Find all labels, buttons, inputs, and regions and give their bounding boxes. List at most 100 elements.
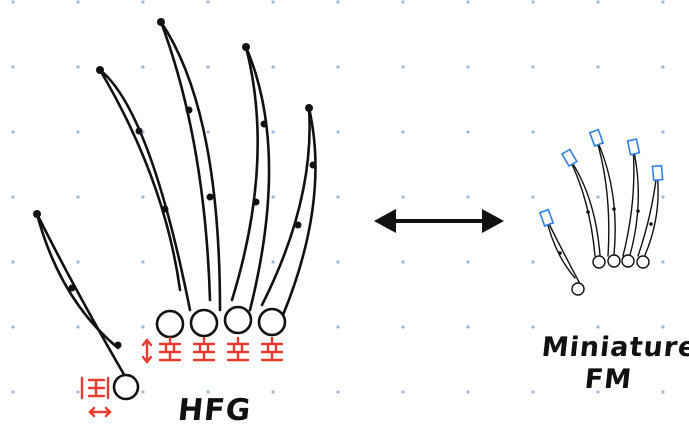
grid-dot (466, 65, 470, 69)
grid-dot (141, 0, 145, 4)
blue-markers (538, 128, 664, 227)
grid-dot (76, 260, 80, 264)
grid-dot (596, 195, 600, 199)
marker-finger-3 (626, 138, 641, 156)
actuator-1-icon (158, 336, 182, 362)
miniature-fm-figure (538, 128, 664, 296)
grid-dot (76, 130, 80, 134)
grid-dot (596, 0, 600, 4)
grid-dot (401, 325, 405, 329)
grid-dot (336, 325, 340, 329)
grid-dot (661, 65, 665, 69)
grid-dot (531, 195, 535, 199)
grid-dot (271, 0, 275, 4)
grid-dot (401, 260, 405, 264)
finger-2 (157, 18, 222, 338)
grid-dot (466, 130, 470, 134)
double-arrow-icon (374, 209, 504, 233)
grid-dot (11, 130, 15, 134)
grid-dot (466, 195, 470, 199)
grid-dot (466, 260, 470, 264)
miniature-fm-label: Miniature FM (537, 332, 689, 397)
mini-finger-2 (595, 137, 621, 268)
grid-dot (401, 130, 405, 134)
grid-dot (271, 130, 275, 134)
grid-dot (661, 130, 665, 134)
miniature-fm-label-line2: FM (583, 364, 634, 396)
grid-dot (11, 260, 15, 264)
grid-dot (531, 65, 535, 69)
grid-dot (531, 260, 535, 264)
horizontal-motion-arrow-icon (88, 406, 112, 418)
marker-finger-4 (651, 164, 664, 182)
grid-dot (206, 65, 210, 69)
grid-dot (401, 195, 405, 199)
finger-4 (257, 104, 317, 337)
grid-dot (206, 130, 210, 134)
mini-finger-4 (636, 171, 659, 269)
thumb-finger (33, 210, 140, 401)
grid-dot (141, 260, 145, 264)
grid-dot (271, 195, 275, 199)
miniature-fm-label-line1: Miniature (540, 332, 689, 363)
grid-dot (11, 390, 15, 394)
actuator-4-icon (260, 336, 284, 362)
grid-dot (76, 0, 80, 4)
grid-dot (76, 390, 80, 394)
grid-dot (661, 390, 665, 394)
marker-finger-1 (560, 148, 578, 168)
grid-dot (531, 325, 535, 329)
mini-finger-1 (568, 157, 606, 269)
grid-dot (336, 65, 340, 69)
grid-dot (401, 390, 405, 394)
hfg-gripper-figure (33, 18, 317, 401)
grid-dot (76, 65, 80, 69)
grid-dot (141, 65, 145, 69)
grid-dot (531, 0, 535, 4)
grid-dot (336, 390, 340, 394)
marker-thumb (538, 208, 555, 227)
grid-dot (596, 65, 600, 69)
grid-dot (661, 0, 665, 4)
grid-dot (271, 65, 275, 69)
grid-dot (336, 0, 340, 4)
grid-dot (336, 195, 340, 199)
grid-dot (141, 195, 145, 199)
grid-dot (661, 260, 665, 264)
grid-dot (596, 390, 600, 394)
grid-dot (661, 195, 665, 199)
grid-dot (271, 390, 275, 394)
thumb-actuator-icon (80, 376, 110, 400)
grid-dot (466, 325, 470, 329)
mini-finger-3 (621, 146, 640, 268)
grid-dot (11, 0, 15, 4)
mini-thumb (545, 217, 585, 296)
grid-dot (11, 65, 15, 69)
marker-finger-2 (588, 128, 605, 147)
grid-dot (336, 260, 340, 264)
grid-dot (661, 325, 665, 329)
grid-dot (206, 390, 210, 394)
actuator-2-icon (192, 336, 216, 362)
hfg-label: HFG (176, 393, 254, 428)
grid-dot (206, 0, 210, 4)
grid-dot (596, 325, 600, 329)
grid-dot (466, 0, 470, 4)
grid-dot (401, 65, 405, 69)
grid-dot (11, 325, 15, 329)
grid-dot (531, 130, 535, 134)
grid-dot (401, 0, 405, 4)
grid-dot (141, 325, 145, 329)
grid-dot (531, 390, 535, 394)
grid-dot (336, 130, 340, 134)
grid-dot (11, 195, 15, 199)
grid-dot (141, 390, 145, 394)
actuator-3-icon (226, 336, 250, 362)
grid-dot (76, 195, 80, 199)
hfg-actuators (80, 336, 284, 418)
grid-dot (271, 260, 275, 264)
finger-3 (223, 43, 271, 335)
finger-1 (96, 66, 192, 339)
